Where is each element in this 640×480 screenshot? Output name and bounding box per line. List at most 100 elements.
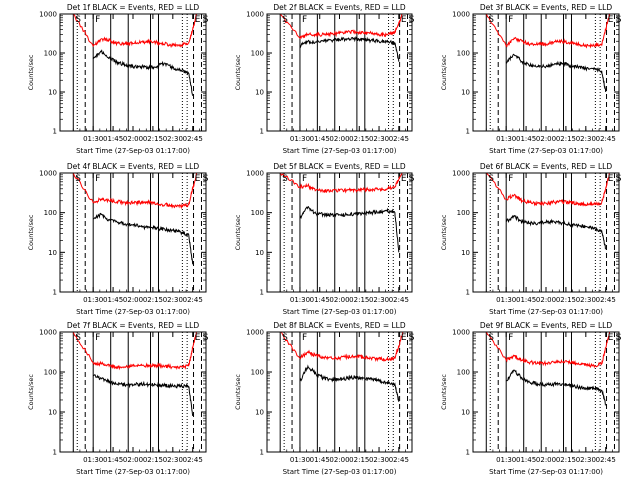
- marker-label: F: [95, 15, 100, 25]
- y-tick-label: 10: [461, 249, 470, 257]
- y-tick-label: 1: [260, 128, 264, 136]
- plot-frame: [472, 331, 620, 453]
- panel-title: Det 6f BLACK = Events, RED = LLD: [480, 162, 613, 171]
- y-tick-label: 100: [44, 50, 57, 58]
- x-tick-label: 02:15: [349, 135, 369, 143]
- y-tick-label: 1000: [452, 329, 470, 337]
- y-axis-label: Counts/sec: [234, 374, 242, 410]
- x-tick-label: 02:45: [183, 456, 203, 464]
- marker-label: E: [195, 174, 201, 184]
- x-tick-label: 02:00: [329, 135, 349, 143]
- panel-6: Det 6f BLACK = Events, RED = LLD Counts/s…: [440, 162, 622, 316]
- y-tick-label: 1: [466, 128, 470, 136]
- panel-3: Det 3f BLACK = Events, RED = LLD Counts/s…: [440, 3, 622, 155]
- y-tick-label: 1000: [246, 11, 264, 19]
- x-tick-label: 02:15: [143, 456, 163, 464]
- x-tick-label: 02:45: [389, 135, 409, 143]
- x-tick-label: 02:15: [349, 456, 369, 464]
- x-tick-label: 01:45: [310, 456, 330, 464]
- plot-frame: [266, 331, 413, 453]
- panel-7: Det 7f BLACK = Events, RED = LLD Counts/s…: [27, 321, 209, 476]
- x-tick-label: 01:45: [103, 135, 123, 143]
- x-tick-label: 02:00: [329, 296, 349, 304]
- x-tick-label: 02:30: [369, 296, 389, 304]
- series-events-line: [92, 49, 194, 96]
- x-axis-label: Start Time (27-Sep-03 01:17:00): [283, 308, 397, 316]
- panel-title: Det 3f BLACK = Events, RED = LLD: [480, 3, 613, 12]
- x-tick-label: 02:00: [536, 135, 556, 143]
- panel-title: Det 7f BLACK = Events, RED = LLD: [67, 321, 200, 330]
- y-tick-label: 10: [255, 249, 264, 257]
- series-lld-line: [279, 172, 403, 194]
- series-events-line: [299, 36, 400, 62]
- series-lld-line: [485, 172, 610, 207]
- marker-label: F: [302, 15, 307, 25]
- x-axis-label: Start Time (27-Sep-03 01:17:00): [489, 308, 603, 316]
- marker-label: E: [401, 333, 407, 343]
- panel-title: Det 4f BLACK = Events, RED = LLD: [67, 162, 200, 171]
- y-axis-label: Counts/sec: [27, 54, 35, 90]
- marker-label: F: [302, 333, 307, 343]
- x-tick-label: 01:30: [83, 135, 103, 143]
- plot-frame: [266, 172, 413, 293]
- y-tick-label: 1000: [39, 329, 57, 337]
- y-axis-label: Counts/sec: [234, 214, 242, 250]
- y-tick-label: 100: [251, 50, 264, 58]
- panel-9: Det 9f BLACK = Events, RED = LLD Counts/s…: [440, 321, 622, 476]
- y-tick-label: 1: [53, 289, 57, 297]
- y-tick-label: 10: [48, 89, 57, 97]
- panel-2: Det 2f BLACK = Events, RED = LLD Counts/s…: [234, 3, 415, 155]
- series-lld-line: [279, 13, 403, 40]
- marker-label: E: [195, 15, 201, 25]
- x-tick-label: 02:00: [536, 456, 556, 464]
- y-tick-label: 100: [457, 369, 470, 377]
- x-tick-label: 02:45: [183, 296, 203, 304]
- panel-title: Det 8f BLACK = Events, RED = LLD: [273, 321, 406, 330]
- x-tick-label: 02:15: [349, 296, 369, 304]
- series-lld-line: [280, 331, 404, 363]
- x-tick-label: 02:30: [576, 296, 596, 304]
- y-tick-label: 1000: [39, 170, 57, 178]
- series-events-line: [92, 373, 194, 416]
- y-tick-label: 1: [53, 449, 57, 457]
- marker-label: E: [195, 333, 201, 343]
- x-axis-label: Start Time (27-Sep-03 01:17:00): [76, 308, 190, 316]
- series-events-line: [93, 212, 194, 265]
- y-axis-label: Counts/sec: [27, 214, 35, 250]
- x-tick-label: 02:45: [389, 296, 409, 304]
- marker-label: F: [302, 174, 307, 184]
- marker-label: S: [488, 15, 494, 25]
- series-lld-line: [72, 331, 198, 371]
- plot-frame: [472, 172, 620, 293]
- x-tick-label: 02:00: [123, 456, 143, 464]
- y-tick-label: 1: [466, 289, 470, 297]
- x-tick-label: 01:30: [290, 456, 310, 464]
- x-tick-label: 01:30: [290, 296, 310, 304]
- x-axis-label: Start Time (27-Sep-03 01:17:00): [76, 468, 190, 476]
- y-tick-label: 100: [251, 369, 264, 377]
- y-tick-label: 100: [251, 209, 264, 217]
- x-tick-label: 02:45: [389, 456, 409, 464]
- marker-label: E: [608, 333, 614, 343]
- y-tick-label: 1000: [39, 11, 57, 19]
- y-tick-label: 10: [461, 89, 470, 97]
- panel-8: Det 8f BLACK = Events, RED = LLD Counts/s…: [234, 321, 415, 476]
- series-events-line: [299, 206, 400, 253]
- x-tick-label: 02:45: [183, 135, 203, 143]
- marker-label: E: [608, 174, 614, 184]
- x-tick-label: 02:30: [163, 135, 183, 143]
- x-tick-label: 01:30: [496, 135, 516, 143]
- y-tick-label: 10: [255, 89, 264, 97]
- x-tick-label: 01:45: [516, 296, 536, 304]
- plot-frame: [59, 331, 207, 453]
- y-tick-label: 1000: [246, 170, 264, 178]
- y-axis-label: Counts/sec: [234, 54, 242, 90]
- y-tick-label: 1000: [246, 329, 264, 337]
- x-tick-label: 01:45: [516, 135, 536, 143]
- y-tick-label: 100: [44, 209, 57, 217]
- x-tick-label: 02:00: [329, 456, 349, 464]
- series-events-line: [505, 53, 607, 93]
- y-tick-label: 1: [260, 449, 264, 457]
- x-tick-label: 02:00: [123, 296, 143, 304]
- y-axis-label: Counts/sec: [440, 214, 448, 250]
